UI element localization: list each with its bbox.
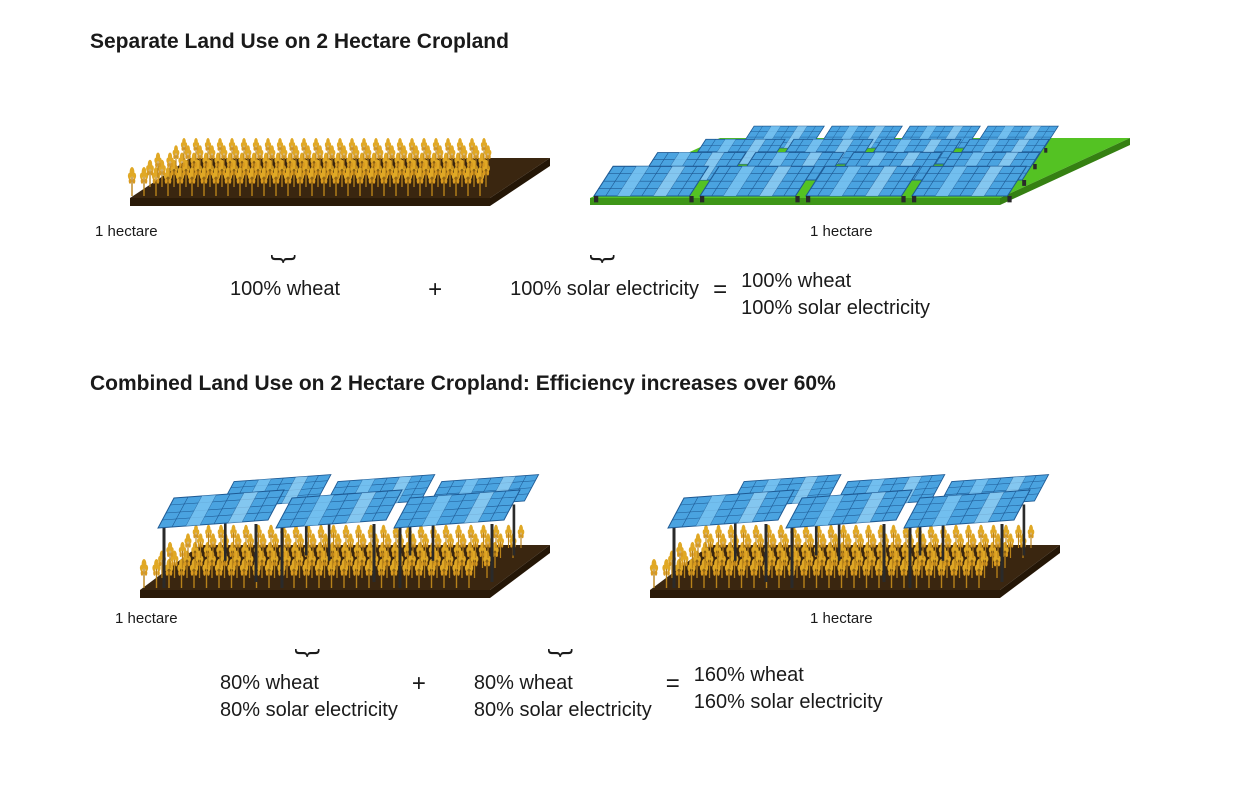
section1-right-area: 1 hectare	[810, 223, 873, 240]
section1-title: Separate Land Use on 2 Hectare Cropland	[90, 30, 1167, 54]
brace-icon: }	[592, 255, 618, 264]
eq1-result: 100% wheat 100% solar electricity	[741, 246, 930, 322]
section2-right-area: 1 hectare	[810, 610, 873, 627]
eq2-left-l1: 80% wheat	[220, 670, 319, 697]
section2-equation: } 80% wheat 80% solar electricity + } 80…	[90, 640, 1167, 724]
brace-icon: }	[296, 649, 322, 658]
section2-diagram: 1 hectare 1 hectare	[90, 420, 1167, 620]
plus-op: +	[428, 246, 442, 304]
eq2-res-l1: 160% wheat	[694, 662, 804, 689]
equals-op: =	[713, 246, 727, 304]
brace-icon: }	[550, 649, 576, 658]
eq2-res-l2: 160% solar electricity	[694, 689, 883, 716]
eq1-right-term: } 100% solar electricity	[510, 246, 699, 303]
solar-field-plot	[570, 68, 1130, 228]
eq2-left-term: } 80% wheat 80% solar electricity	[220, 640, 398, 724]
equals-op: =	[666, 640, 680, 698]
section2-title: Combined Land Use on 2 Hectare Cropland:…	[90, 372, 1167, 396]
section2-left-area: 1 hectare	[115, 610, 178, 627]
eq2-result: 160% wheat 160% solar electricity	[694, 640, 883, 716]
agriv-plot-left	[110, 420, 570, 620]
eq2-left-l2: 80% solar electricity	[220, 697, 398, 724]
eq1-res-l1: 100% wheat	[741, 268, 851, 295]
eq2-right-term: } 80% wheat 80% solar electricity	[474, 640, 652, 724]
eq1-right-l1: 100% solar electricity	[510, 276, 699, 303]
separate-land-use-section: Separate Land Use on 2 Hectare Cropland	[90, 30, 1167, 322]
section1-equation: } 100% wheat + } 100% solar electricity …	[90, 246, 1167, 322]
section1-left-area: 1 hectare	[95, 223, 158, 240]
eq2-right-l1: 80% wheat	[474, 670, 573, 697]
plus-op: +	[412, 640, 426, 698]
eq2-right-l2: 80% solar electricity	[474, 697, 652, 724]
agriv-plot-right	[620, 420, 1080, 620]
eq1-res-l2: 100% solar electricity	[741, 295, 930, 322]
combined-land-use-section: Combined Land Use on 2 Hectare Cropland:…	[90, 372, 1167, 724]
brace-icon: }	[272, 255, 298, 264]
eq1-left-term: } 100% wheat	[230, 246, 340, 303]
eq1-left-l1: 100% wheat	[230, 276, 340, 303]
section1-diagram: 1 hectare	[90, 78, 1167, 238]
wheat-field-plot	[90, 78, 550, 228]
